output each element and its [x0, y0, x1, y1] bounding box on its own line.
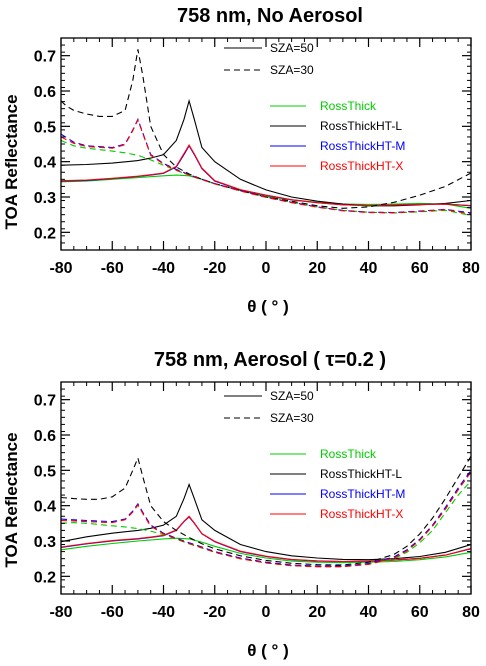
legend-label: SZA=30 — [270, 411, 314, 425]
series-line-rossthick-sza50 — [61, 537, 471, 564]
legend-label: SZA=50 — [270, 389, 314, 403]
x-tick-label: -40 — [152, 604, 175, 621]
y-tick-label: 0.3 — [34, 190, 56, 207]
legend-label: RossThickHT-M — [320, 139, 405, 153]
x-axis-label: θ ( ° ) — [247, 297, 288, 316]
x-tick-label: 20 — [308, 604, 326, 621]
series-line-rossthickht-m-sza30 — [61, 117, 471, 214]
series-line-rossthickht-x-sza30 — [61, 118, 471, 215]
y-tick-label: 0.4 — [34, 499, 56, 516]
legend-sza: SZA=50 SZA=30 — [224, 41, 314, 77]
y-axis-label: TOA Reflectance — [2, 432, 21, 567]
y-tick-label: 0.4 — [34, 155, 56, 172]
series-line-rossthickht-l-sza30 — [61, 49, 471, 209]
series-group — [61, 49, 471, 216]
x-tick-label: 80 — [462, 260, 480, 277]
series-line-rossthickht-l-sza50 — [61, 98, 471, 207]
chart-panel-aerosol: 758 nm, Aerosol ( τ=0.2 ) TOA Reflectanc… — [2, 349, 480, 660]
legend-label: SZA=50 — [270, 41, 314, 55]
legend-label: RossThickHT-X — [320, 159, 403, 173]
x-tick-label: 40 — [360, 260, 378, 277]
y-tick-label: 0.7 — [34, 49, 56, 66]
legend-label: RossThickHT-M — [320, 487, 405, 501]
x-tick-label: 40 — [360, 604, 378, 621]
series-line-rossthickht-x-sza50 — [61, 515, 471, 563]
legend-label: RossThickHT-L — [320, 467, 402, 481]
legend-models: RossThick RossThickHT-L RossThickHT-M RossT… — [270, 99, 405, 173]
legend-label: RossThickHT-X — [320, 507, 403, 521]
series-line-rossthick-sza50 — [61, 174, 471, 209]
legend-label: RossThickHT-L — [320, 119, 402, 133]
series-group — [61, 455, 471, 568]
y-tick-label: 0.5 — [34, 463, 56, 480]
y-tick-label: 0.6 — [34, 428, 56, 445]
y-tick-label: 0.3 — [34, 534, 56, 551]
x-tick-label: -20 — [203, 604, 226, 621]
y-tick-label: 0.7 — [34, 393, 56, 410]
y-tick-label: 0.2 — [34, 569, 56, 586]
x-tick-label: 80 — [462, 604, 480, 621]
x-tick-label: 60 — [411, 260, 429, 277]
y-tick-label: 0.5 — [34, 119, 56, 136]
x-axis-label: θ ( ° ) — [247, 641, 288, 660]
x-tick-label: -60 — [101, 260, 124, 277]
chart-panel-no-aerosol: 758 nm, No Aerosol TOA Reflectance θ ( °… — [2, 5, 480, 316]
chart-title: 758 nm, Aerosol ( τ=0.2 ) — [154, 349, 386, 371]
series-line-rossthick-sza30 — [61, 480, 471, 567]
series-line-rossthickht-l-sza50 — [61, 482, 471, 561]
y-axis-label: TOA Reflectance — [2, 94, 21, 229]
x-tick-label: 0 — [262, 604, 271, 621]
x-tick-label: -20 — [203, 260, 226, 277]
x-tick-label: -80 — [49, 604, 72, 621]
chart-title: 758 nm, No Aerosol — [177, 5, 363, 27]
series-line-rossthickht-l-sza30 — [61, 455, 471, 566]
x-tick-label: -60 — [101, 604, 124, 621]
legend-models: RossThick RossThickHT-L RossThickHT-M RossT… — [270, 447, 405, 521]
plot-frame — [60, 37, 472, 251]
legend-label: RossThick — [320, 447, 377, 461]
legend-label: RossThick — [320, 99, 377, 113]
x-tick-label: -80 — [49, 260, 72, 277]
legend-sza: SZA=50 SZA=30 — [224, 389, 314, 425]
x-tick-label: 0 — [262, 260, 271, 277]
x-tick-label: 60 — [411, 604, 429, 621]
legend-label: SZA=30 — [270, 63, 314, 77]
x-tick-label: -40 — [152, 260, 175, 277]
y-tick-label: 0.6 — [34, 84, 56, 101]
x-tick-label: 20 — [308, 260, 326, 277]
series-line-rossthickht-x-sza50 — [61, 144, 471, 207]
y-tick-label: 0.2 — [34, 225, 56, 242]
series-line-rossthickht-x-sza30 — [61, 471, 471, 568]
